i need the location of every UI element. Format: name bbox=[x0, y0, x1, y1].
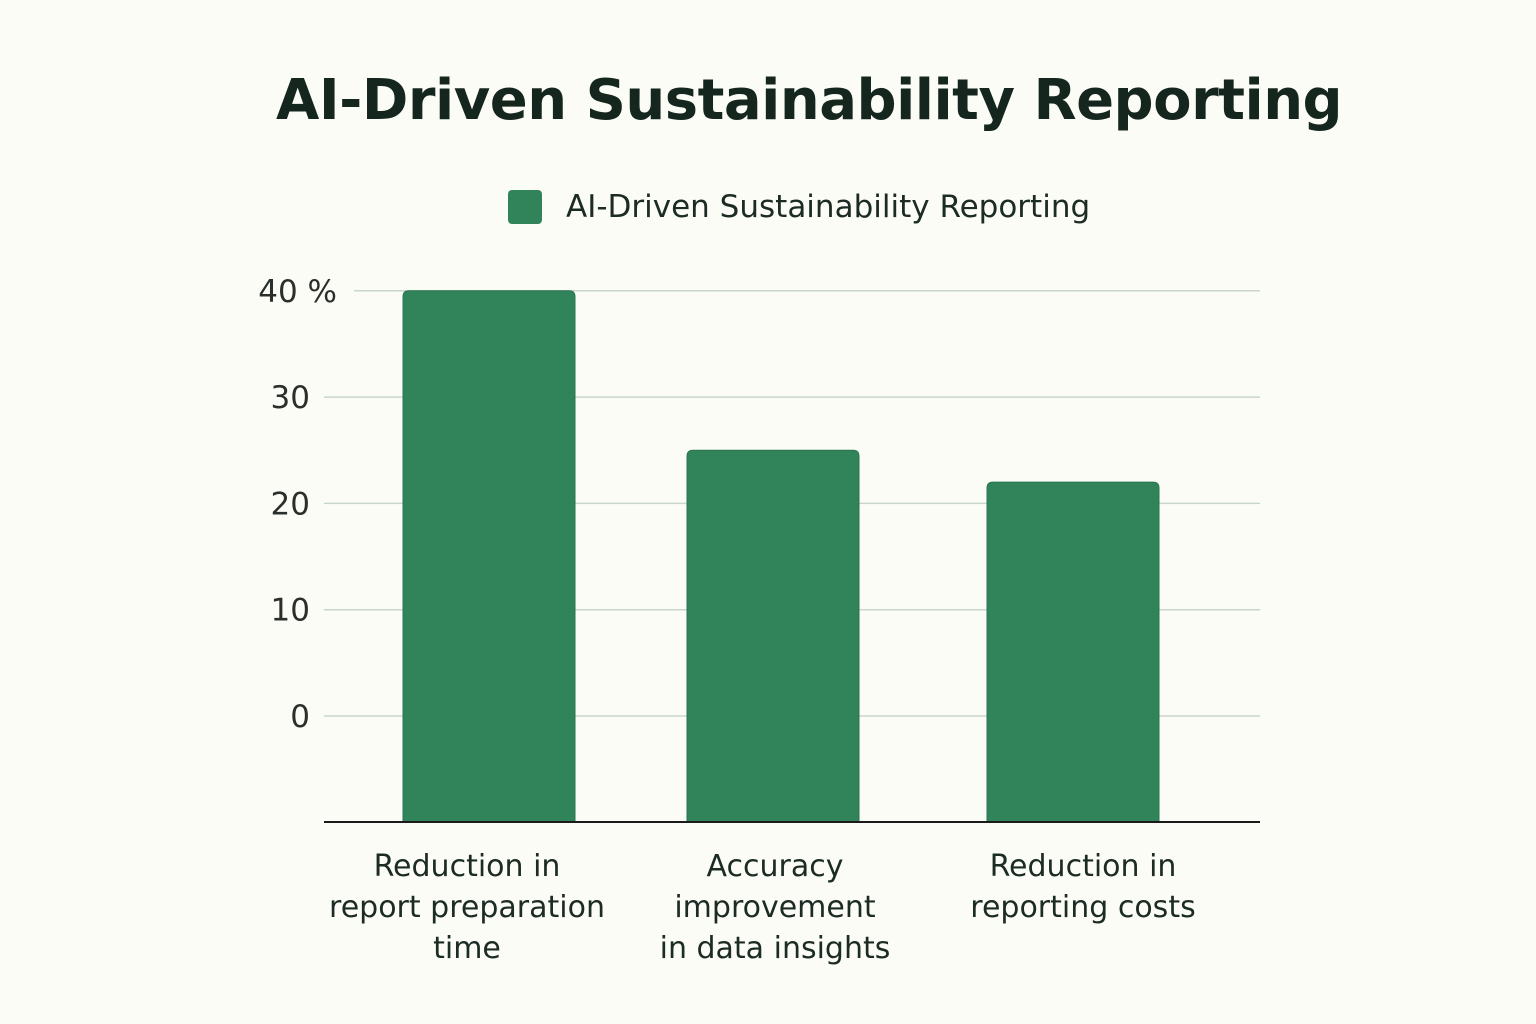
x-axis-categories: Reduction in report preparation time Accura… bbox=[329, 849, 1196, 966]
y-tick-label: 20 bbox=[271, 486, 310, 522]
x-category-label: Reduction in report preparation time bbox=[329, 849, 605, 966]
y-axis-ticks: 40 % 30 20 10 0 bbox=[258, 274, 337, 735]
bars bbox=[402, 290, 1160, 823]
legend-label: AI-Driven Sustainability Reporting bbox=[566, 189, 1091, 225]
bar bbox=[402, 290, 576, 823]
y-tick-label: 10 bbox=[271, 593, 310, 629]
x-category-label: Accuracy improvement in data insights bbox=[660, 849, 891, 966]
legend-swatch bbox=[508, 190, 542, 224]
bar bbox=[686, 449, 860, 823]
bar bbox=[986, 481, 1160, 823]
x-category-label: Reduction in reporting costs bbox=[970, 849, 1195, 925]
chart-title: AI-Driven Sustainability Reporting bbox=[276, 68, 1343, 133]
legend: AI-Driven Sustainability Reporting bbox=[508, 189, 1090, 225]
y-tick-label: 0 bbox=[290, 699, 310, 735]
y-tick-label: 30 bbox=[271, 380, 310, 416]
y-tick-label: 40 % bbox=[258, 274, 337, 310]
